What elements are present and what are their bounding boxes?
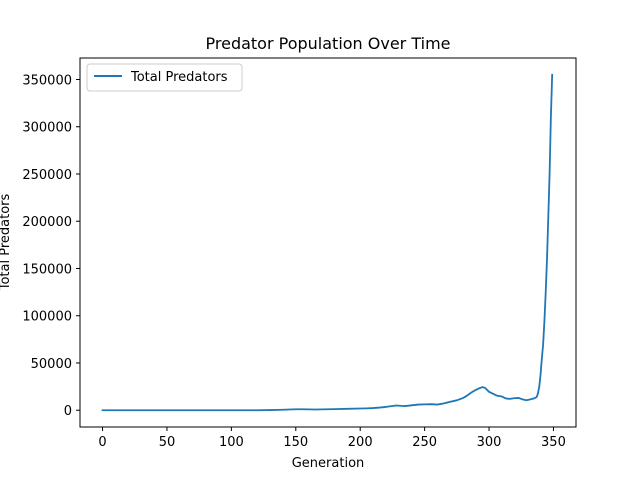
legend-box (86, 63, 243, 92)
x-axis-label: Generation (292, 456, 365, 471)
x-tick-label: 50 (159, 435, 176, 450)
y-axis: 0 50000 100000 150000 200000 250000 300000 3500… (22, 73, 80, 419)
x-tick-label: 250 (412, 435, 437, 450)
y-tick-label: 100000 (22, 310, 72, 325)
y-tick-label: 250000 (22, 168, 72, 183)
plot-area (79, 57, 577, 428)
legend-entry-total-predators: Total Predators (130, 70, 228, 85)
y-tick-label: 350000 (22, 73, 72, 88)
y-tick-label: 200000 (22, 215, 72, 230)
y-axis-label: Total Predators (0, 194, 13, 292)
x-tick-label: 100 (219, 435, 244, 450)
x-tick-label: 150 (283, 435, 308, 450)
y-tick-label: 150000 (22, 262, 72, 277)
y-tick-label: 300000 (22, 121, 72, 136)
x-tick-label: 0 (98, 435, 106, 450)
y-tick-label: 50000 (31, 357, 72, 372)
y-tick-label: 0 (64, 404, 72, 419)
series-line-total-predators (101, 73, 554, 412)
x-tick-label: 200 (348, 435, 373, 450)
plot-frame (79, 57, 577, 428)
chart-title: Predator Population Over Time (206, 34, 451, 53)
x-tick-label: 350 (541, 435, 566, 450)
x-axis: 0 50 100 150 200 250 300 350 (98, 427, 566, 450)
legend: Total Predators (86, 63, 243, 92)
x-tick-label: 300 (477, 435, 502, 450)
